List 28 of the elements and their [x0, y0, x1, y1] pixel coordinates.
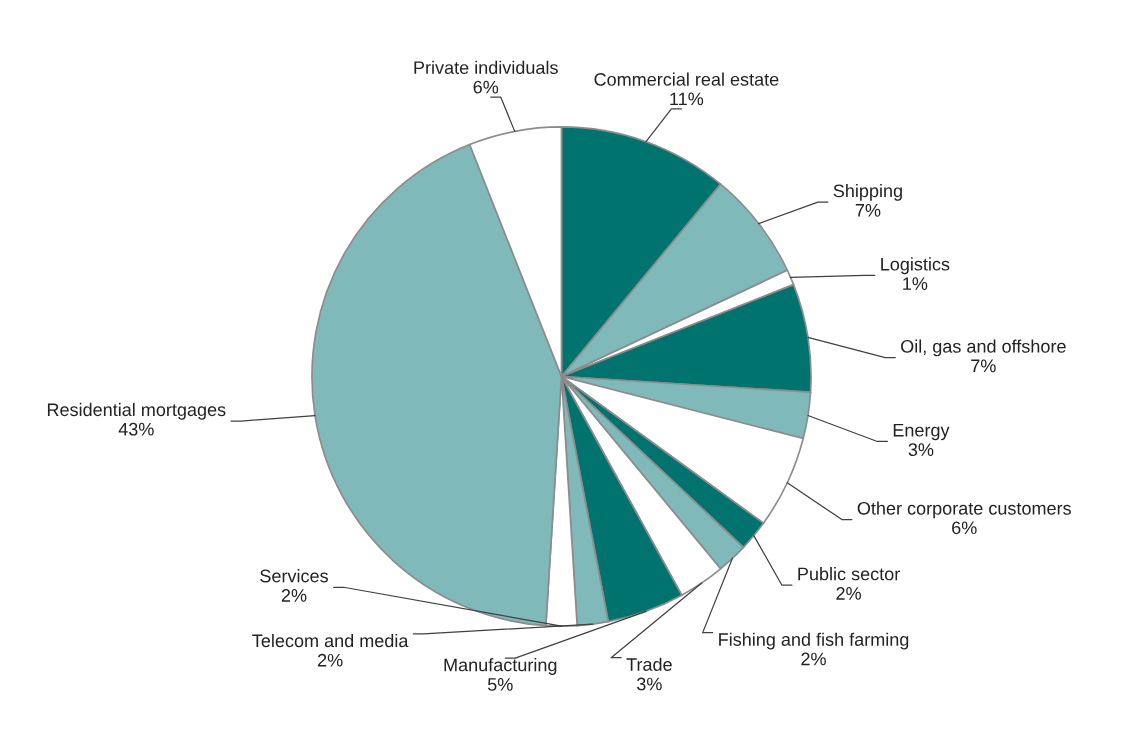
- slice-label: Services: [260, 569, 328, 583]
- data-label: 1%: [903, 277, 928, 290]
- slice-label: Residential mortgages: [47, 402, 226, 420]
- slice-label: Other corporate customers: [857, 501, 1071, 519]
- data-label: 7%: [971, 359, 996, 373]
- slice-label: Private individuals: [414, 60, 558, 75]
- slice-label: Public sector: [798, 567, 900, 581]
- data-label: 2%: [317, 653, 343, 667]
- data-label: 2%: [836, 587, 861, 600]
- slice-label: Telecom and media: [252, 633, 409, 648]
- slice-label: Logistics: [881, 257, 950, 275]
- slice-label: Commercial real estate: [594, 72, 779, 86]
- slice-label: Fishing and fish farming: [719, 632, 909, 650]
- data-label: 11%: [670, 92, 704, 106]
- data-label: 6%: [473, 80, 499, 94]
- slice-label: Oil, gas and offshore: [901, 339, 1066, 357]
- data-label: 7%: [855, 204, 881, 217]
- data-label: 43%: [118, 422, 154, 436]
- slice-label: Manufacturing: [444, 658, 557, 675]
- data-label: 3%: [908, 443, 934, 457]
- slice-label: Energy: [893, 423, 950, 441]
- data-label: 2%: [281, 589, 307, 602]
- data-label: 2%: [801, 652, 826, 666]
- data-label: 5%: [487, 678, 513, 691]
- data-label: 6%: [952, 521, 977, 535]
- slice-label: Trade: [626, 657, 672, 671]
- slice-label: Shipping: [833, 183, 902, 201]
- data-label: 3%: [636, 677, 662, 691]
